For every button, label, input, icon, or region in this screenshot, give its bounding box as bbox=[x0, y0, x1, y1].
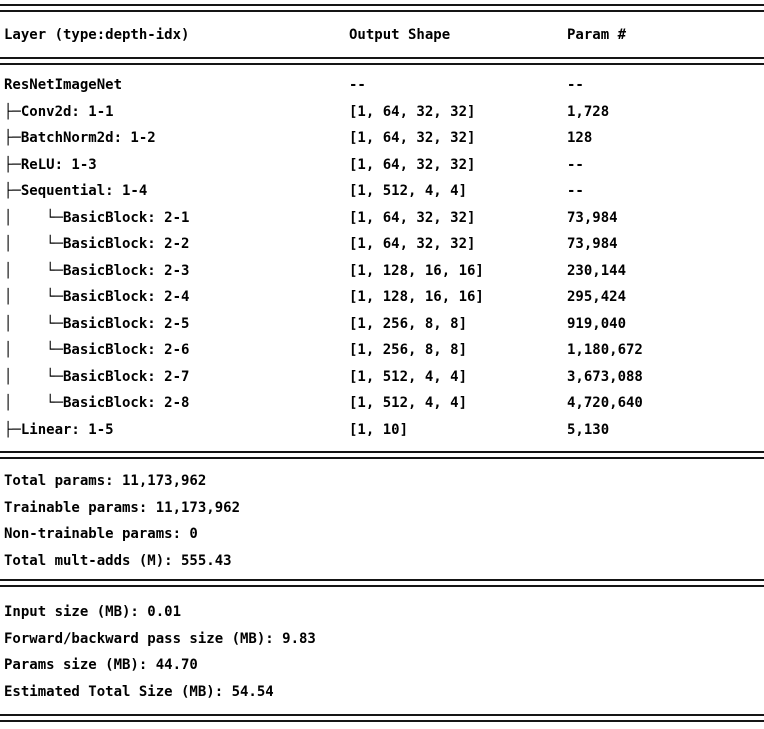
table-row: ├─Sequential: 1-4 [1, 512, 4, 4] -- bbox=[0, 178, 764, 205]
param-cell: 295,424 bbox=[567, 289, 627, 305]
output-shape-cell: [1, 256, 8, 8] bbox=[349, 315, 468, 332]
layer-cell: ├─Sequential: 1-4 bbox=[4, 183, 148, 199]
param-cell: 73,984 bbox=[567, 236, 618, 252]
output-shape-cell: [1, 64, 32, 32] bbox=[349, 236, 476, 252]
output-shape-cell: [1, 512, 4, 4] bbox=[349, 183, 468, 199]
output-shape-cell: [1, 64, 32, 32] bbox=[349, 156, 476, 173]
param-cell: 128 bbox=[567, 130, 593, 146]
param-cell: 230,144 bbox=[567, 262, 627, 279]
total-mult-adds-line: Total mult-adds (M): 555.43 bbox=[4, 552, 232, 569]
param-cell: 4,720,640 bbox=[567, 395, 643, 411]
layer-cell: │ └─BasicBlock: 2-4 bbox=[4, 289, 190, 305]
output-shape-cell: [1, 64, 32, 32] bbox=[349, 209, 476, 226]
double-rule-separator-after-header bbox=[0, 57, 764, 65]
table-row: ├─BatchNorm2d: 1-2 [1, 64, 32, 32] 128 bbox=[0, 125, 764, 152]
output-shape-cell: [1, 512, 4, 4] bbox=[349, 368, 468, 385]
non-trainable-params-line: Non-trainable params: 0 bbox=[4, 526, 198, 542]
double-rule-separator-bottom bbox=[0, 714, 764, 722]
output-shape-cell: [1, 128, 16, 16] bbox=[349, 262, 484, 279]
output-shape-cell: [1, 64, 32, 32] bbox=[349, 130, 476, 146]
layer-cell: │ └─BasicBlock: 2-8 bbox=[4, 395, 190, 411]
output-shape-cell: [1, 256, 8, 8] bbox=[349, 342, 468, 358]
param-cell: -- bbox=[567, 156, 584, 173]
column-header-output-shape: Output Shape bbox=[349, 26, 451, 43]
table-row: │ └─BasicBlock: 2-5 [1, 256, 8, 8] 919,0… bbox=[0, 311, 764, 338]
output-shape-cell: -- bbox=[349, 77, 366, 93]
layer-cell: ├─Conv2d: 1-1 bbox=[4, 103, 114, 120]
table-row: ResNetImageNet -- -- bbox=[0, 72, 764, 99]
double-rule-separator-top bbox=[0, 4, 764, 12]
param-cell: 1,180,672 bbox=[567, 342, 643, 358]
layer-cell: │ └─BasicBlock: 2-6 bbox=[4, 342, 190, 358]
output-shape-cell: [1, 64, 32, 32] bbox=[349, 103, 476, 120]
forward-backward-size-line: Forward/backward pass size (MB): 9.83 bbox=[4, 630, 316, 647]
table-row: │ └─BasicBlock: 2-8 [1, 512, 4, 4] 4,720… bbox=[0, 390, 764, 417]
table-header-row: Layer (type:depth-idx) Output Shape Para… bbox=[0, 12, 764, 57]
sizes-section: Input size (MB): 0.01 Forward/backward p… bbox=[0, 587, 764, 705]
totals-section: Total params: 11,173,962 Trainable param… bbox=[0, 459, 764, 579]
param-cell: 1,728 bbox=[567, 103, 610, 120]
layer-cell: ├─BatchNorm2d: 1-2 bbox=[4, 130, 156, 146]
layer-cell: ├─Linear: 1-5 bbox=[4, 421, 114, 438]
column-header-layer: Layer (type:depth-idx) bbox=[4, 26, 190, 43]
table-row: ├─ReLU: 1-3 [1, 64, 32, 32] -- bbox=[0, 152, 764, 179]
param-cell: 919,040 bbox=[567, 315, 627, 332]
param-cell: -- bbox=[567, 77, 584, 93]
column-header-param-count: Param # bbox=[567, 26, 627, 43]
table-row: │ └─BasicBlock: 2-7 [1, 512, 4, 4] 3,673… bbox=[0, 364, 764, 391]
param-cell: -- bbox=[567, 183, 584, 199]
layer-cell: │ └─BasicBlock: 2-5 bbox=[4, 315, 190, 332]
layer-cell: ResNetImageNet bbox=[4, 77, 123, 93]
params-size-line: Params size (MB): 44.70 bbox=[4, 657, 198, 673]
table-row: ├─Linear: 1-5 [1, 10] 5,130 bbox=[0, 417, 764, 444]
output-shape-cell: [1, 512, 4, 4] bbox=[349, 395, 468, 411]
layer-cell: │ └─BasicBlock: 2-7 bbox=[4, 368, 190, 385]
table-row: │ └─BasicBlock: 2-2 [1, 64, 32, 32] 73,9… bbox=[0, 231, 764, 258]
input-size-line: Input size (MB): 0.01 bbox=[4, 604, 182, 620]
trainable-params-line: Trainable params: 11,173,962 bbox=[4, 499, 241, 516]
param-cell: 5,130 bbox=[567, 421, 610, 438]
layer-cell: │ └─BasicBlock: 2-3 bbox=[4, 262, 190, 279]
param-cell: 3,673,088 bbox=[567, 368, 643, 385]
param-cell: 73,984 bbox=[567, 209, 618, 226]
output-shape-cell: [1, 10] bbox=[349, 421, 409, 438]
layer-table: ResNetImageNet -- -- ├─Conv2d: 1-1 [1, 6… bbox=[0, 65, 764, 451]
layer-cell: ├─ReLU: 1-3 bbox=[4, 156, 97, 173]
layer-cell: │ └─BasicBlock: 2-2 bbox=[4, 236, 190, 252]
estimated-total-size-line: Estimated Total Size (MB): 54.54 bbox=[4, 683, 274, 700]
table-row: │ └─BasicBlock: 2-6 [1, 256, 8, 8] 1,180… bbox=[0, 337, 764, 364]
layer-cell: │ └─BasicBlock: 2-1 bbox=[4, 209, 190, 226]
double-rule-separator-after-totals bbox=[0, 579, 764, 587]
table-row: │ └─BasicBlock: 2-1 [1, 64, 32, 32] 73,9… bbox=[0, 205, 764, 232]
double-rule-separator-after-table bbox=[0, 451, 764, 459]
table-row: │ └─BasicBlock: 2-4 [1, 128, 16, 16] 295… bbox=[0, 284, 764, 311]
table-row: │ └─BasicBlock: 2-3 [1, 128, 16, 16] 230… bbox=[0, 258, 764, 285]
table-row: ├─Conv2d: 1-1 [1, 64, 32, 32] 1,728 bbox=[0, 99, 764, 126]
total-params-line: Total params: 11,173,962 bbox=[4, 473, 207, 489]
output-shape-cell: [1, 128, 16, 16] bbox=[349, 289, 484, 305]
